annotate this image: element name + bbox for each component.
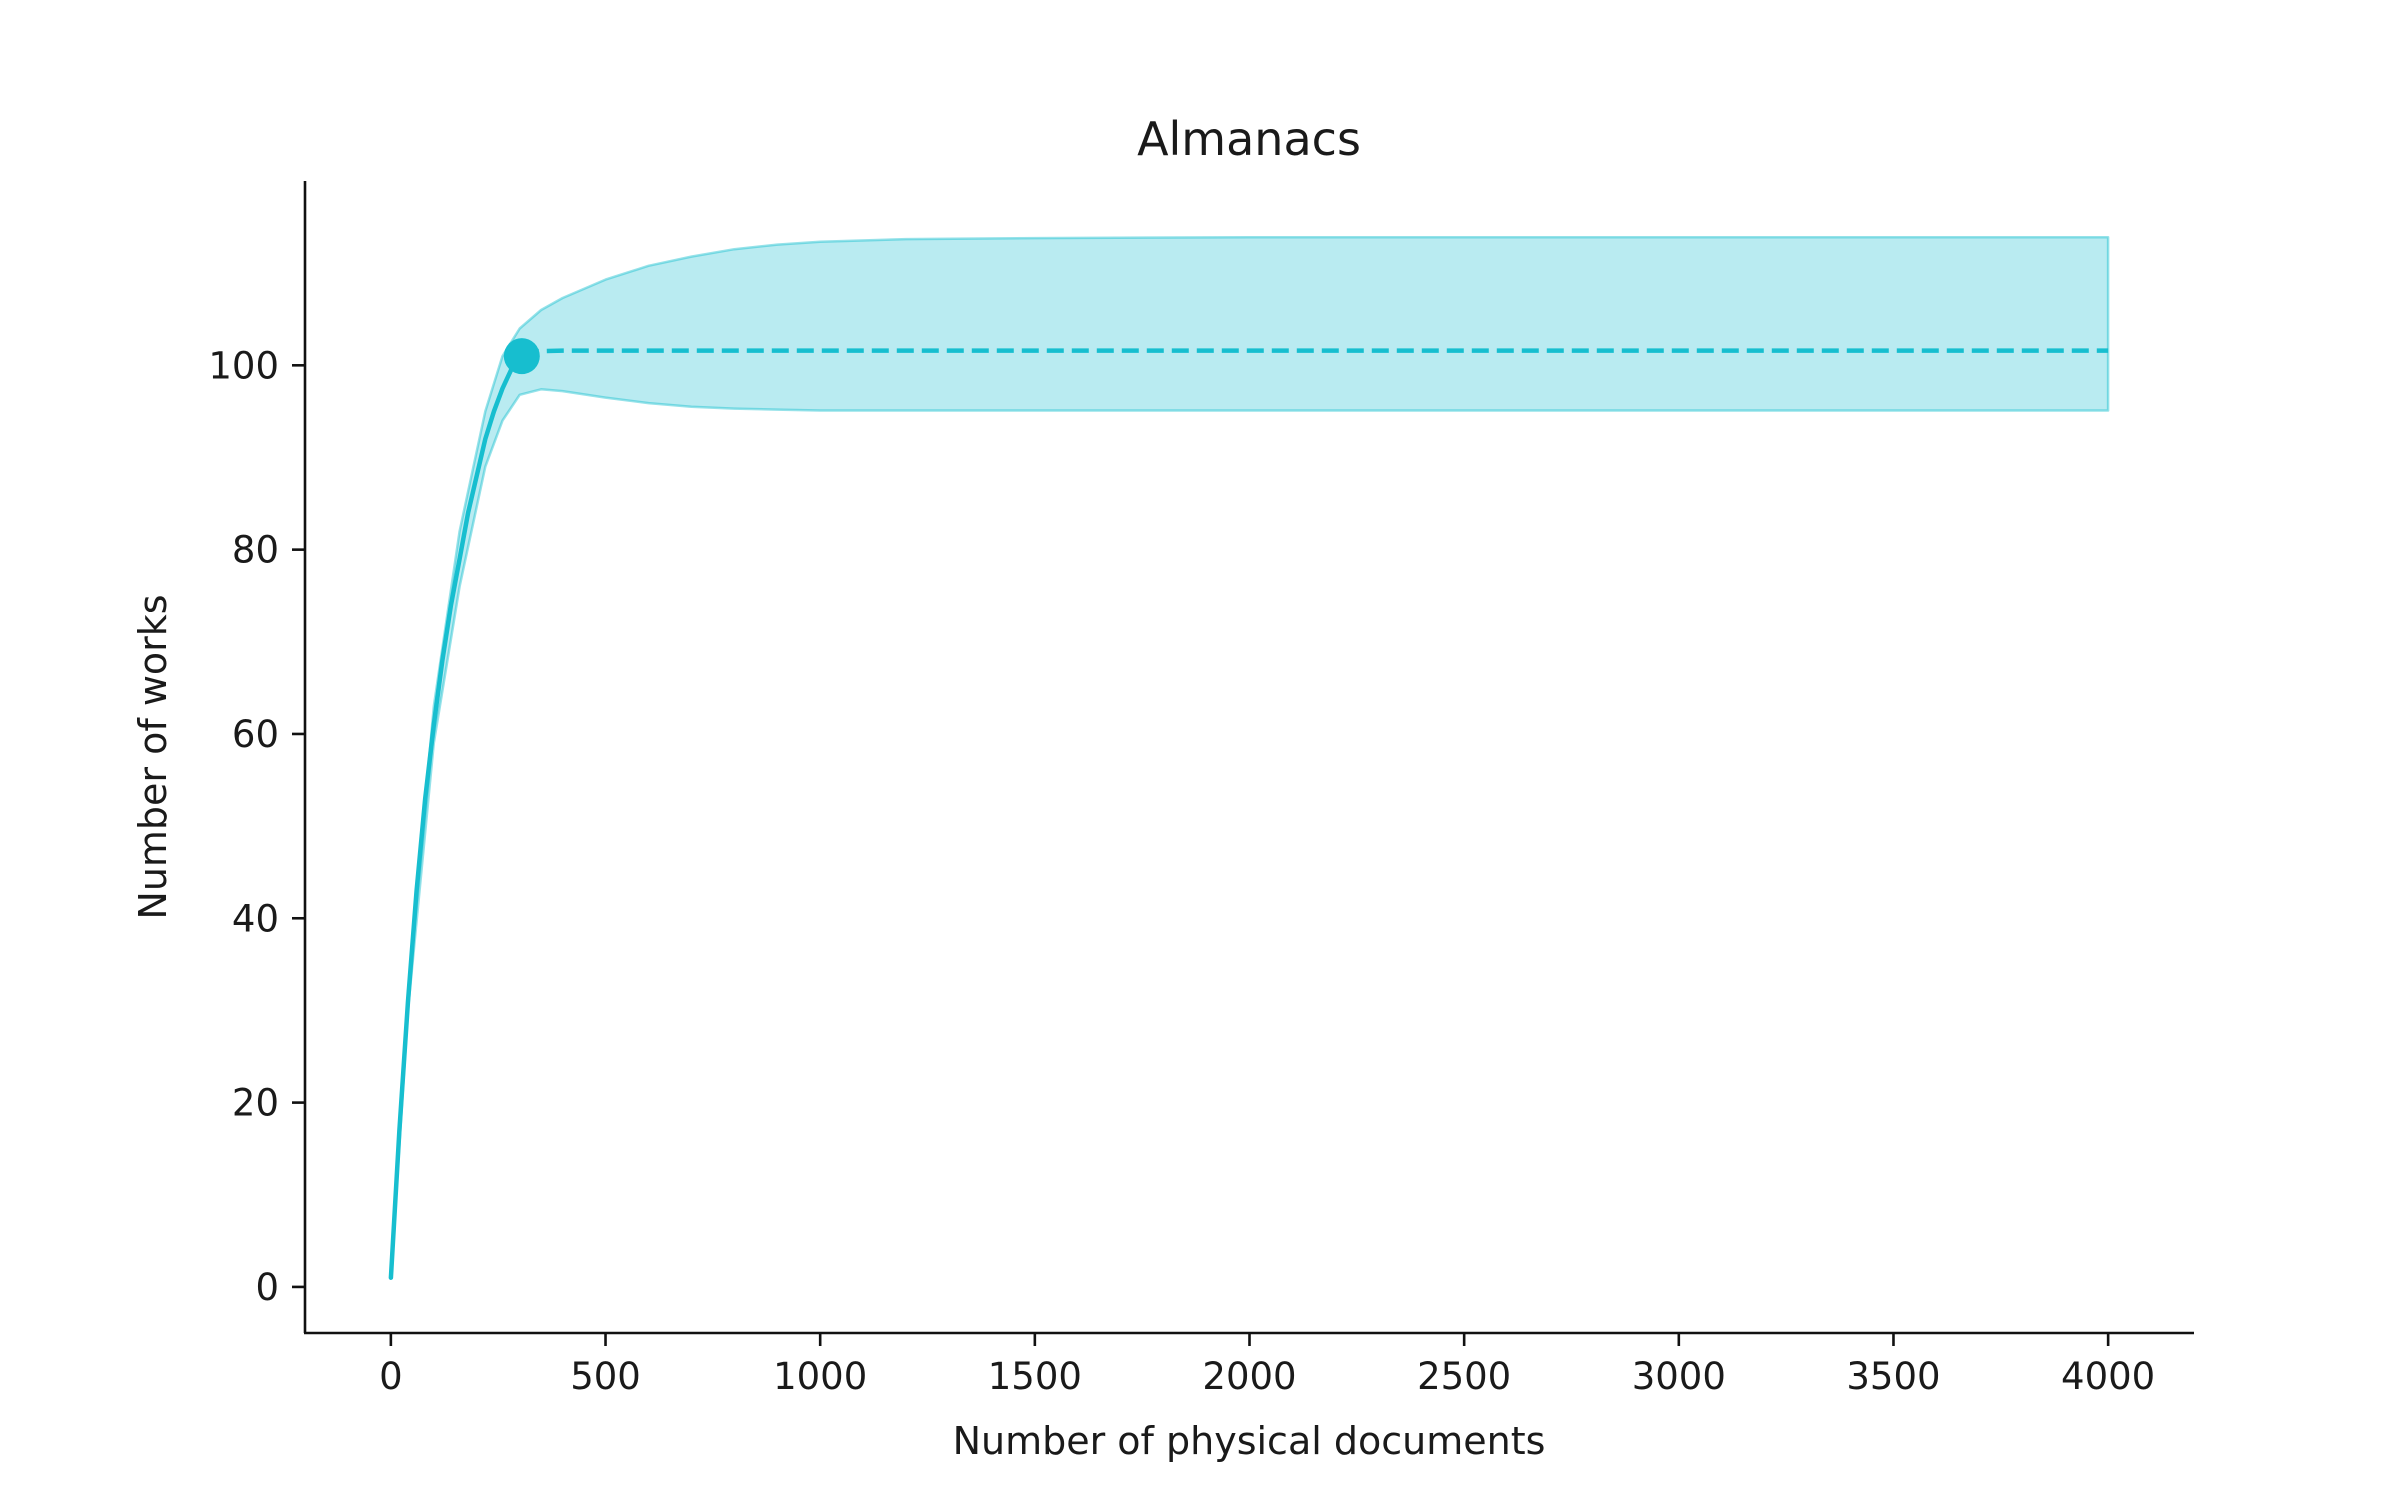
observed-curve xyxy=(388,353,525,1280)
y-tick-label: 100 xyxy=(208,344,279,387)
x-tick-label: 4000 xyxy=(2061,1355,2155,1398)
y-tick-label: 60 xyxy=(232,713,279,756)
confidence-band xyxy=(389,235,2110,1279)
y-tick-label: 40 xyxy=(232,897,279,940)
observed-point-marker xyxy=(503,338,540,375)
y-tick-label: 80 xyxy=(232,529,279,572)
y-tick-label: 20 xyxy=(232,1082,279,1125)
y-axis-ticks: 0 20 40 60 80 100 xyxy=(208,344,305,1309)
x-axis-label: Number of physical documents xyxy=(953,1419,1546,1463)
x-tick-label: 3500 xyxy=(1846,1355,1940,1398)
x-tick-label: 1500 xyxy=(988,1355,1082,1398)
x-axis-ticks: 0 500 1000 1500 2000 2500 3000 3500 4000 xyxy=(379,1333,2155,1398)
x-tick-label: 3000 xyxy=(1632,1355,1726,1398)
x-tick-label: 2000 xyxy=(1202,1355,1296,1398)
x-tick-label: 2500 xyxy=(1417,1355,1511,1398)
x-tick-label: 1000 xyxy=(773,1355,867,1398)
y-axis-label: Number of works xyxy=(131,594,175,919)
extrapolation-curve xyxy=(521,348,2109,354)
x-tick-label: 0 xyxy=(379,1355,403,1398)
plot-area xyxy=(388,235,2110,1280)
chart-title: Almanacs xyxy=(1137,112,1361,166)
y-tick-label: 0 xyxy=(255,1266,279,1309)
x-tick-label: 500 xyxy=(570,1355,641,1398)
